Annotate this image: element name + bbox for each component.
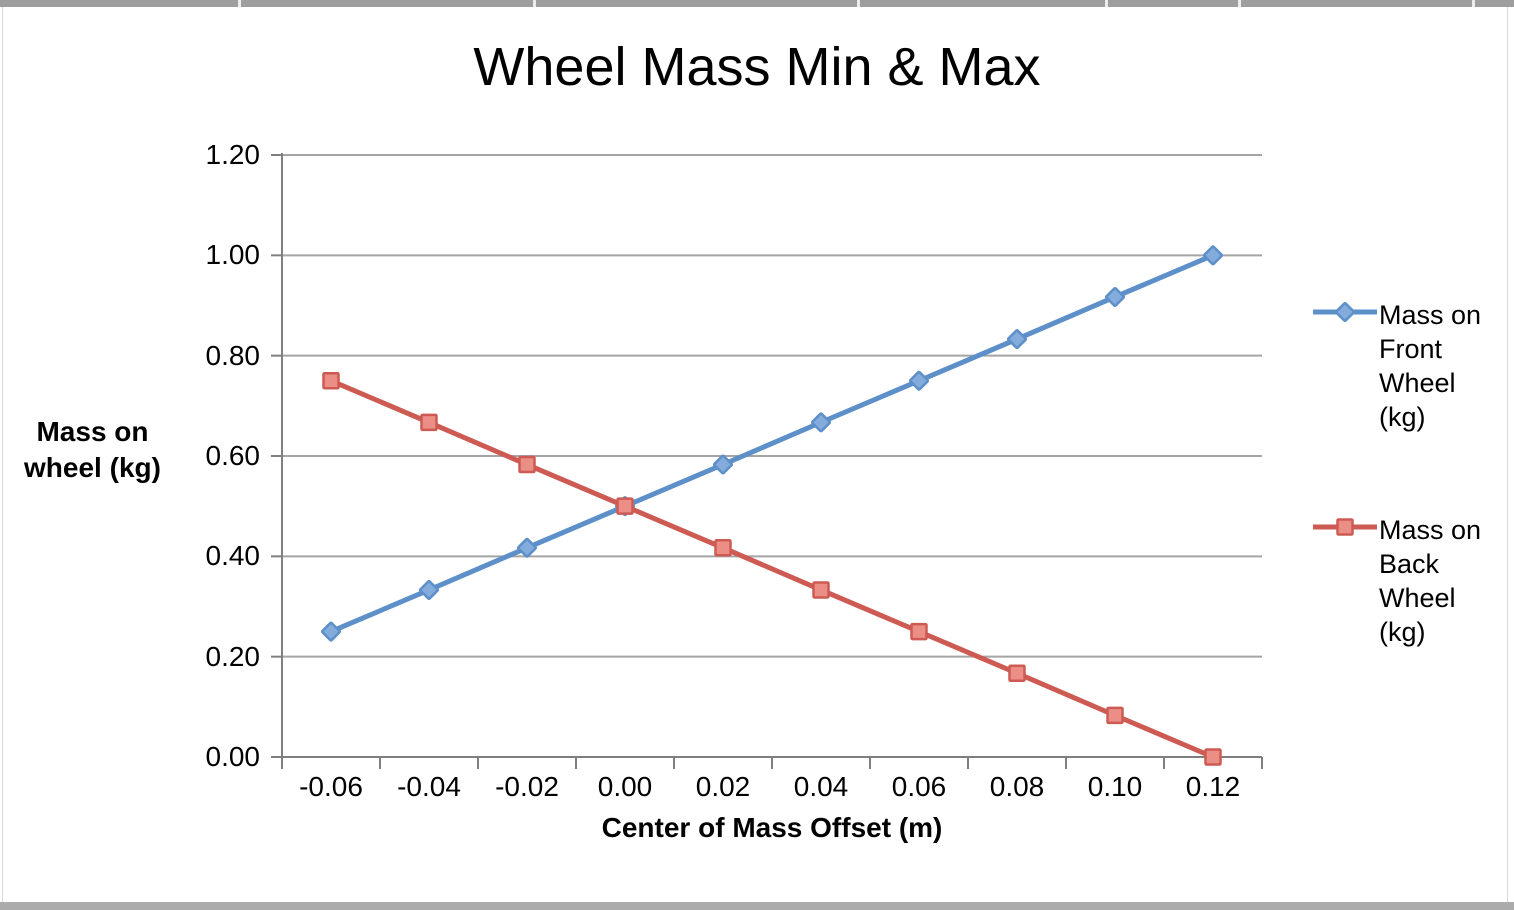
- column-divider-notch: [238, 0, 241, 7]
- x-axis-tick-label: 0.00: [597, 771, 653, 802]
- y-axis-tick-label: 0.60: [205, 440, 261, 471]
- y-axis-title: Mass on wheel (kg): [10, 414, 175, 486]
- y-axis-tick-label: 0.80: [205, 339, 261, 371]
- column-divider-notch: [1472, 0, 1475, 7]
- chart-frame-right: [1507, 7, 1508, 902]
- y-axis-tick-label: 0.20: [205, 640, 261, 672]
- column-divider-notch: [857, 0, 860, 7]
- legend-entry-front-wheel: Mass on Front Wheel (kg): [1379, 300, 1482, 432]
- x-axis-tick-label: 0.06: [891, 771, 947, 802]
- x-axis-tick-label: 0.04: [793, 771, 849, 802]
- x-axis-tick-label: -0.04: [397, 771, 461, 802]
- sheet-row-border-top: [0, 0, 1514, 7]
- y-axis-tick-label: 0.40: [205, 540, 261, 572]
- y-axis-tick-label: 1.20: [205, 139, 261, 170]
- column-divider-notch: [1105, 0, 1108, 7]
- sheet-row-border-bottom: [0, 902, 1514, 910]
- chart-frame-left: [2, 7, 3, 902]
- x-axis-tick-label: -0.06: [299, 771, 363, 802]
- column-divider-notch: [1238, 0, 1241, 7]
- x-axis-tick-label: 0.08: [989, 771, 1045, 802]
- x-axis-tick-label: 0.12: [1185, 771, 1241, 802]
- legend-entry-back-wheel: Mass on Back Wheel (kg): [1379, 515, 1482, 647]
- y-axis-tick-label: 1.00: [205, 239, 261, 271]
- chart-title: Wheel Mass Min & Max: [473, 37, 1041, 97]
- x-axis-tick-label: 0.02: [695, 771, 751, 802]
- x-axis-title: Center of Mass Offset (m): [601, 812, 943, 843]
- x-axis-tick-label: 0.10: [1087, 771, 1143, 802]
- y-axis-title-line1: Mass on: [36, 416, 149, 447]
- y-axis-tick-label: 0.00: [205, 741, 261, 772]
- x-axis-tick-label: -0.02: [495, 771, 559, 802]
- column-divider-notch: [533, 0, 536, 7]
- y-axis-title-line2: wheel (kg): [24, 452, 161, 483]
